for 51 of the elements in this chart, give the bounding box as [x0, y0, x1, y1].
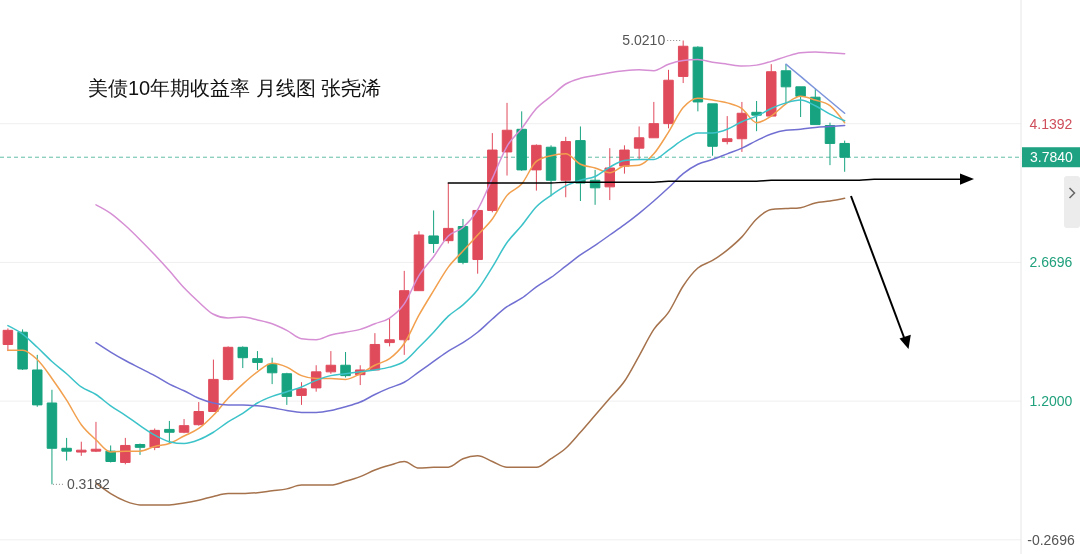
candlestick: [501, 102, 513, 177]
candlestick: [721, 115, 733, 145]
annotation: 5.0210: [622, 32, 666, 49]
candlestick: [399, 270, 410, 356]
candlestick: [61, 437, 72, 462]
candlestick: [90, 421, 102, 453]
candlestick: [633, 125, 645, 160]
candlestick: [76, 441, 87, 457]
candlestick: [736, 101, 748, 153]
text: 美债10年期收益率 月线图 张尧浠: [88, 77, 382, 99]
candlestick: [677, 39, 689, 84]
y-tick-label: 1.2000: [1029, 393, 1073, 410]
candlestick: [780, 63, 792, 105]
candlestick: [2, 327, 14, 352]
candlestick: [252, 350, 263, 371]
candlestick: [296, 381, 307, 406]
candlestick: [178, 418, 190, 434]
candlestick: [707, 103, 718, 157]
candlestick: [32, 354, 43, 408]
candlestick: [428, 209, 439, 254]
candlestick: [325, 350, 337, 375]
candlestick: [487, 132, 498, 213]
candlestick: [692, 45, 704, 112]
y-tick-label: 2.6696: [1029, 254, 1073, 271]
line-series: [785, 63, 846, 114]
y-tick-label: 4.1392: [1029, 115, 1073, 132]
candlestick: [795, 86, 806, 118]
candlestick: [193, 401, 204, 427]
candlestick: [663, 69, 674, 129]
candlestick: [384, 317, 395, 347]
candlestick: [281, 372, 293, 406]
candlestick: [766, 63, 777, 118]
candlestick: [17, 328, 28, 371]
candlestick: [560, 136, 571, 198]
candlestick: [222, 345, 234, 381]
candlestick: [751, 100, 762, 132]
candlestick: [413, 230, 425, 292]
annotation: 0.3182: [66, 476, 110, 493]
line-series: [95, 124, 846, 414]
candlestick: [369, 332, 381, 371]
candlestick: [648, 101, 660, 139]
candlestick: [208, 359, 219, 412]
candlestick: [457, 218, 469, 265]
candlestick: [472, 209, 483, 275]
ref-line-label: 3.7840: [1030, 149, 1074, 166]
candlestick: [266, 357, 278, 385]
candlestick: [531, 143, 542, 192]
candlestick: [46, 389, 58, 485]
candlestick: [237, 345, 249, 369]
y-tick-label: -0.2696: [1027, 531, 1075, 548]
candlestick: [164, 420, 175, 445]
